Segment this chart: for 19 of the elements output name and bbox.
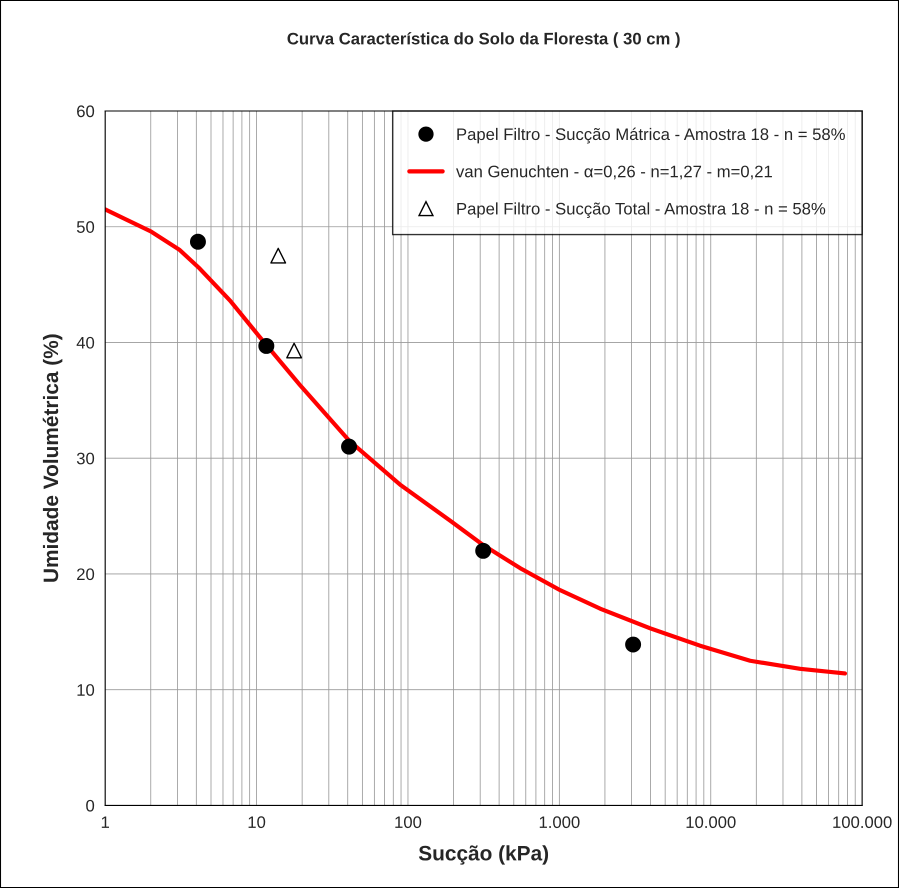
- x-tick-label: 100: [395, 816, 422, 828]
- x-tick-label: 100.000: [833, 816, 892, 828]
- y-tick-label: 20: [77, 568, 94, 580]
- x-tick-label: 10.000: [686, 816, 736, 828]
- x-axis-title: Sucção (kPa): [418, 845, 548, 865]
- y-tick-label: 0: [86, 800, 94, 812]
- y-axis-title: Umidade Volumétrica (%): [42, 334, 62, 582]
- y-tick-label: 50: [76, 221, 94, 233]
- legend-label: Papel Filtro - Sucção Total - Amostra 18 - n = 58%: [457, 202, 826, 218]
- legend-label: Papel Filtro - Sucção Mátrica - Amostra 18 - n = 58%: [457, 128, 845, 144]
- y-tick-label: 60: [77, 105, 94, 118]
- legend-label: van Genuchten - α=0,26 - n=1,27 - m=0,21: [456, 165, 772, 180]
- y-tick-label: 40: [76, 336, 94, 349]
- y-tick-label: 30: [76, 452, 94, 464]
- y-tick-label: 10: [78, 684, 94, 696]
- x-tick-label: 10: [248, 816, 266, 828]
- x-tick-label: 1: [102, 816, 110, 828]
- x-tick-label: 1.000: [540, 816, 580, 828]
- chart-title: Curva Característica do Solo da Floresta ( 30 cm ): [288, 32, 680, 48]
